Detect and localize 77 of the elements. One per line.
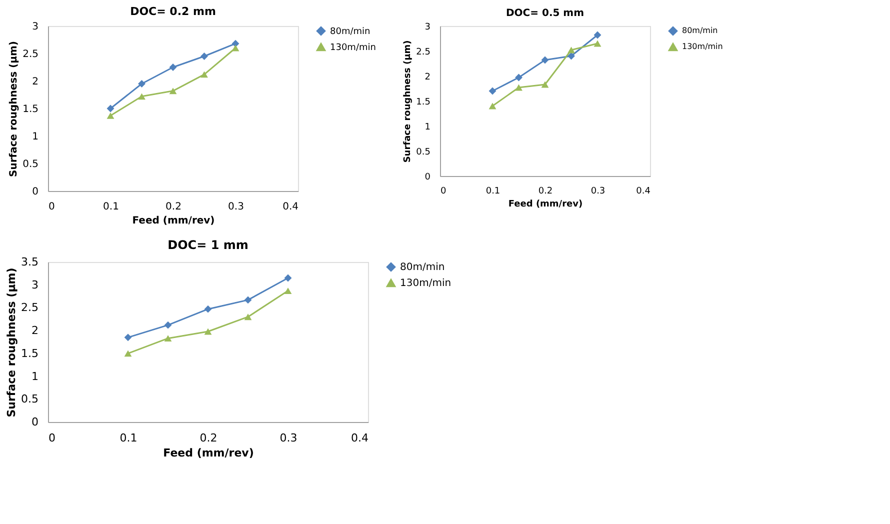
point xyxy=(164,335,172,342)
point xyxy=(515,84,522,91)
legend-label: 80m/min xyxy=(400,262,445,273)
point xyxy=(594,40,602,47)
point xyxy=(106,112,114,119)
point xyxy=(204,305,212,313)
x-tick-label: 0.2 xyxy=(538,186,553,196)
x-tick-label: 0.4 xyxy=(636,186,651,196)
point xyxy=(106,104,114,112)
x-tick-label: 0.1 xyxy=(103,202,119,212)
y-tick-label: 1.5 xyxy=(21,346,38,360)
point xyxy=(124,350,132,357)
legend-label: 130m/min xyxy=(400,278,452,289)
y-tick-label: 2 xyxy=(424,72,430,82)
y-axis-title: Surface roughness (μm) xyxy=(8,41,20,177)
y-tick-label: 2 xyxy=(32,324,38,338)
x-tick-label: 0 xyxy=(48,202,55,212)
x-tick-label: 0.2 xyxy=(200,432,218,444)
point xyxy=(138,93,146,100)
legend-label: 130m/min xyxy=(682,42,723,51)
legend-label: 80m/min xyxy=(330,27,370,37)
point xyxy=(204,328,212,335)
point xyxy=(568,46,575,54)
y-tick-label: 1 xyxy=(424,122,430,132)
x-tick-label: 0.3 xyxy=(590,186,606,196)
x-tick-label: 0.3 xyxy=(280,432,298,444)
y-tick-label: 2.5 xyxy=(22,49,38,60)
point xyxy=(244,314,252,320)
x-axis-title: Feed (mm/rev) xyxy=(163,446,254,460)
y-tick-label: 2.5 xyxy=(416,48,430,58)
x-tick-label: 0.3 xyxy=(228,202,244,212)
y-tick-label: 1 xyxy=(32,370,38,383)
x-axis-title: Feed (mm/rev) xyxy=(132,216,215,226)
y-tick-label: 0.5 xyxy=(21,392,38,406)
point xyxy=(164,321,172,329)
x-tick-label: 0.1 xyxy=(120,432,138,444)
x-tick-label: 0 xyxy=(440,186,446,196)
y-tick-label: 3 xyxy=(32,22,38,32)
x-tick-label: 0.1 xyxy=(486,186,500,196)
point xyxy=(124,334,132,342)
y-tick-label: 3 xyxy=(32,278,38,292)
point xyxy=(284,274,292,282)
chart-title: DOC= 0.5 mm xyxy=(506,8,584,19)
legend-label: 80m/min xyxy=(682,26,718,35)
y-tick-label: 1.5 xyxy=(416,98,430,108)
y-axis-title: Surface roughness (μm) xyxy=(5,268,18,418)
legend-label: 130m/min xyxy=(330,43,376,53)
x-axis-title: Feed (mm/rev) xyxy=(508,200,583,210)
point xyxy=(541,56,549,64)
x-tick-label: 0.2 xyxy=(166,202,182,212)
x-tick-label: 0.4 xyxy=(282,202,298,212)
y-tick-label: 2.5 xyxy=(21,301,38,314)
y-axis-title: Surface roughness (μm) xyxy=(403,40,414,163)
y-tick-label: 2 xyxy=(32,76,38,88)
point xyxy=(244,296,252,304)
y-tick-label: 0 xyxy=(32,416,38,428)
y-tick-label: 1.5 xyxy=(22,104,38,115)
point xyxy=(541,81,549,88)
point xyxy=(284,288,292,294)
x-tick-label: 0.4 xyxy=(351,432,368,444)
y-tick-label: 1 xyxy=(32,132,38,142)
point xyxy=(488,102,496,110)
point xyxy=(200,71,208,78)
x-tick-label: 0 xyxy=(48,432,56,444)
point xyxy=(232,44,240,52)
point xyxy=(594,31,602,39)
chart-title: DOC= 0.2 mm xyxy=(130,5,216,18)
point xyxy=(169,88,177,94)
y-tick-label: 3.5 xyxy=(21,256,38,268)
y-tick-label: 3 xyxy=(424,22,430,32)
point xyxy=(200,52,208,60)
chart-title: DOC= 1 mm xyxy=(168,238,248,252)
y-tick-label: 0 xyxy=(424,172,431,182)
point xyxy=(488,87,496,95)
y-tick-label: 0.5 xyxy=(416,148,430,158)
point xyxy=(138,80,146,88)
y-tick-label: 0.5 xyxy=(22,159,38,170)
